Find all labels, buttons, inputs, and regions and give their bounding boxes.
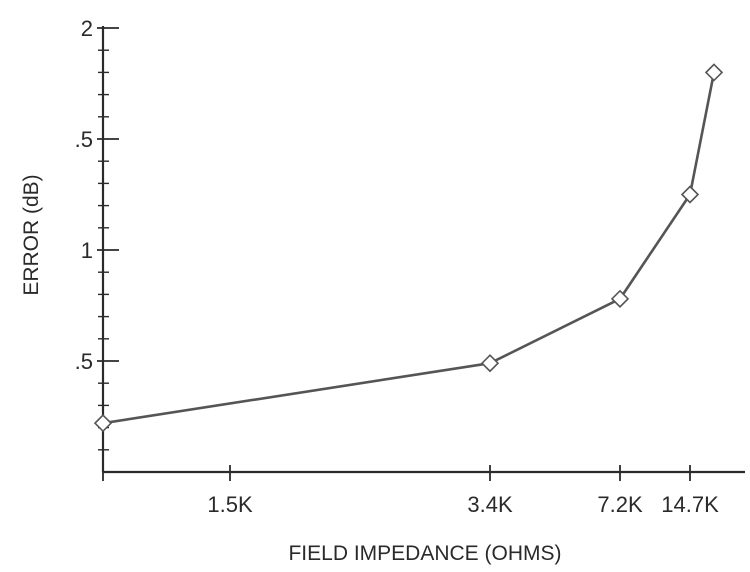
y-axis-title: ERROR (dB) xyxy=(20,174,43,295)
y-tick-label: .5 xyxy=(75,349,93,374)
axes xyxy=(101,26,745,474)
data-point-diamond xyxy=(704,63,724,82)
x-tick-label: 3.4K xyxy=(467,492,513,517)
ticks xyxy=(97,27,691,481)
data-point-diamond xyxy=(480,354,500,373)
x-tick-label: 1.5K xyxy=(207,492,253,517)
data-point-diamond xyxy=(680,185,700,204)
data-point-diamond xyxy=(610,289,630,308)
tick-labels: .5 1 .5 2 1.5K 3.4K 7.2K 14.7K xyxy=(75,16,719,517)
y-tick-label: 1 xyxy=(81,238,93,263)
series xyxy=(93,63,724,433)
x-tick-label: 14.7K xyxy=(661,492,719,517)
y-tick-label: .5 xyxy=(75,127,93,152)
x-axis-title: FIELD IMPEDANCE (OHMS) xyxy=(288,542,561,565)
data-point-diamond xyxy=(93,414,113,433)
y-tick-label: 2 xyxy=(81,16,93,41)
series-line xyxy=(102,72,716,425)
x-tick-label: 7.2K xyxy=(597,492,643,517)
